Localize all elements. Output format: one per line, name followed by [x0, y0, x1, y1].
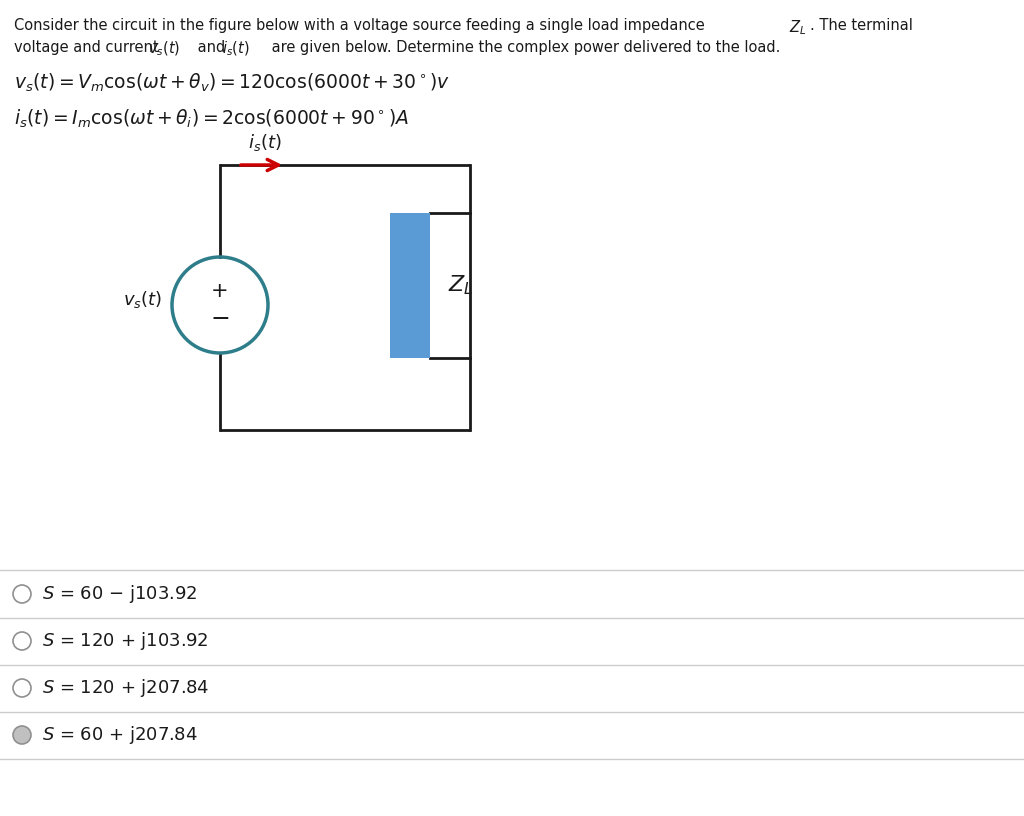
Text: $v_s(t)$: $v_s(t)$: [148, 40, 180, 59]
Text: +: +: [211, 281, 228, 301]
Text: $i_s(t)$: $i_s(t)$: [248, 132, 282, 153]
Text: $i_s(t)$: $i_s(t)$: [222, 40, 250, 59]
Text: $Z_L$: $Z_L$: [449, 273, 473, 297]
Text: $i_s(t) = I_m\cos(\omega t + \theta_i) = 2\cos(6000t + 90^\circ)A$: $i_s(t) = I_m\cos(\omega t + \theta_i) =…: [14, 108, 409, 131]
Bar: [390, 213, 430, 358]
Text: $S$ = 120 + j103.92: $S$ = 120 + j103.92: [42, 630, 209, 652]
Text: $v_s(t) = V_m\cos(\omega t + \theta_v) = 120\cos(6000t + 30^\circ)v$: $v_s(t) = V_m\cos(\omega t + \theta_v) =…: [14, 72, 450, 95]
Text: . The terminal: . The terminal: [810, 18, 912, 33]
Text: Consider the circuit in the figure below with a voltage source feeding a single : Consider the circuit in the figure below…: [14, 18, 710, 33]
Text: $S$ = 60 + j207.84: $S$ = 60 + j207.84: [42, 724, 198, 746]
Text: $S$ = 60 − j103.92: $S$ = 60 − j103.92: [42, 583, 198, 605]
Text: −: −: [210, 307, 229, 331]
Text: and: and: [193, 40, 229, 55]
Text: $Z_L$: $Z_L$: [790, 18, 807, 37]
Text: are given below. Determine the complex power delivered to the load.: are given below. Determine the complex p…: [267, 40, 780, 55]
Text: $S$ = 120 + j207.84: $S$ = 120 + j207.84: [42, 677, 209, 699]
Circle shape: [13, 726, 31, 744]
Text: voltage and current: voltage and current: [14, 40, 163, 55]
Text: $v_s(t)$: $v_s(t)$: [123, 290, 162, 311]
